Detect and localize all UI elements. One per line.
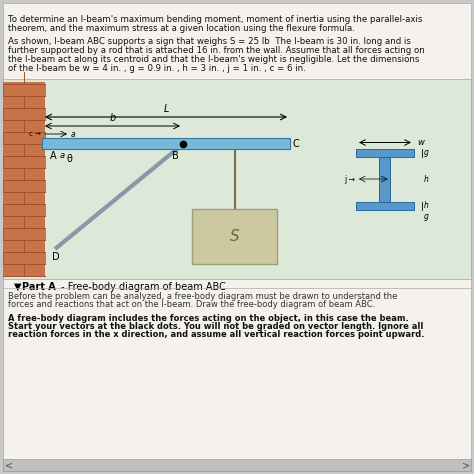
Text: a: a: [60, 151, 65, 160]
Text: g: g: [424, 211, 429, 220]
Text: - Free-body diagram of beam ABC: - Free-body diagram of beam ABC: [58, 282, 226, 292]
Text: h: h: [424, 174, 429, 183]
Bar: [380, 156, 391, 201]
Text: S: S: [230, 229, 239, 244]
Bar: [42, 138, 290, 149]
Text: h: h: [424, 201, 429, 210]
Text: of the I-beam be w = 4 in. , g = 0.9 in. , h = 3 in. , j = 1 in. , c = 6 in.: of the I-beam be w = 4 in. , g = 0.9 in.…: [8, 64, 306, 73]
Text: Part A: Part A: [22, 282, 56, 292]
Bar: [356, 201, 414, 210]
Text: j →: j →: [344, 174, 355, 183]
Text: g: g: [424, 148, 429, 157]
Bar: [356, 148, 414, 156]
Text: the I-beam act along its centroid and that the I-beam's weight is negligible. Le: the I-beam act along its centroid and th…: [8, 55, 419, 64]
Text: forces and reactions that act on the I-beam. Draw the free-body diagram of beam : forces and reactions that act on the I-b…: [8, 300, 375, 309]
Text: A: A: [50, 151, 56, 161]
Text: To determine an I-beam's maximum bending moment, moment of inertia using the par: To determine an I-beam's maximum bending…: [8, 15, 422, 24]
Text: D: D: [52, 252, 60, 262]
Text: c →: c →: [29, 131, 41, 137]
Text: θ: θ: [67, 154, 73, 164]
Text: A free-body diagram includes the forces acting on the object, in this case the b: A free-body diagram includes the forces …: [8, 314, 409, 323]
Text: theorem, and the maximum stress at a given location using the flexure formula.: theorem, and the maximum stress at a giv…: [8, 24, 355, 33]
Bar: [3, 82, 45, 276]
Text: reaction forces in the x direction, and assume all vertical reaction forces poin: reaction forces in the x direction, and …: [8, 330, 425, 339]
Text: >: >: [462, 460, 470, 470]
Text: L: L: [164, 104, 169, 114]
Bar: [192, 209, 277, 264]
Text: As shown, I-beam ABC supports a sign that weighs S = 25 lb  The I-beam is 30 in.: As shown, I-beam ABC supports a sign tha…: [8, 37, 411, 46]
Text: C: C: [293, 139, 300, 149]
Text: B: B: [172, 151, 179, 161]
Bar: [3, 79, 471, 279]
Text: further supported by a rod that is attached 16 in. from the wall. Assume that al: further supported by a rod that is attac…: [8, 46, 425, 55]
Text: <: <: [5, 460, 13, 470]
Text: w: w: [417, 138, 424, 147]
Text: b: b: [109, 113, 116, 123]
Text: a: a: [71, 129, 76, 138]
Text: Before the problem can be analyzed, a free-body diagram must be drawn to underst: Before the problem can be analyzed, a fr…: [8, 292, 397, 301]
Text: Start your vectors at the black dots. You will not be graded on vector length. I: Start your vectors at the black dots. Yo…: [8, 322, 423, 331]
Bar: [3, 459, 471, 471]
Text: ▼: ▼: [14, 282, 21, 292]
